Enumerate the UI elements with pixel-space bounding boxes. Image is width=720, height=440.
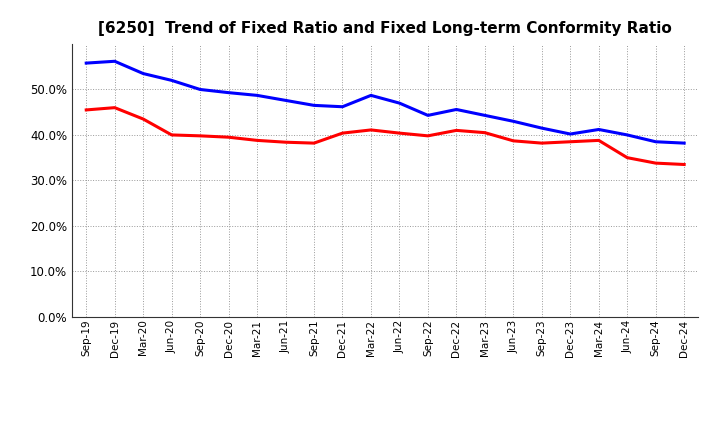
Fixed Ratio	[652, 139, 660, 144]
Line: Fixed Ratio: Fixed Ratio	[86, 61, 684, 143]
Fixed Ratio	[623, 132, 631, 138]
Fixed Ratio	[139, 71, 148, 76]
Fixed Long-term Conformity Ratio	[566, 139, 575, 144]
Fixed Long-term Conformity Ratio	[452, 128, 461, 133]
Fixed Long-term Conformity Ratio	[366, 127, 375, 132]
Legend: Fixed Ratio, Fixed Long-term Conformity Ratio: Fixed Ratio, Fixed Long-term Conformity …	[190, 438, 580, 440]
Title: [6250]  Trend of Fixed Ratio and Fixed Long-term Conformity Ratio: [6250] Trend of Fixed Ratio and Fixed Lo…	[99, 21, 672, 36]
Fixed Long-term Conformity Ratio	[338, 131, 347, 136]
Fixed Long-term Conformity Ratio	[253, 138, 261, 143]
Fixed Ratio	[509, 119, 518, 124]
Fixed Long-term Conformity Ratio	[480, 130, 489, 136]
Fixed Long-term Conformity Ratio	[196, 133, 204, 139]
Fixed Ratio	[167, 78, 176, 83]
Fixed Long-term Conformity Ratio	[652, 161, 660, 166]
Fixed Long-term Conformity Ratio	[623, 155, 631, 160]
Fixed Ratio	[225, 90, 233, 95]
Fixed Long-term Conformity Ratio	[509, 138, 518, 143]
Fixed Long-term Conformity Ratio	[167, 132, 176, 138]
Fixed Ratio	[452, 107, 461, 112]
Fixed Ratio	[680, 140, 688, 146]
Fixed Ratio	[537, 125, 546, 131]
Fixed Long-term Conformity Ratio	[139, 116, 148, 121]
Fixed Long-term Conformity Ratio	[110, 105, 119, 110]
Line: Fixed Long-term Conformity Ratio: Fixed Long-term Conformity Ratio	[86, 108, 684, 165]
Fixed Ratio	[82, 60, 91, 66]
Fixed Long-term Conformity Ratio	[82, 107, 91, 113]
Fixed Long-term Conformity Ratio	[423, 133, 432, 139]
Fixed Ratio	[338, 104, 347, 110]
Fixed Long-term Conformity Ratio	[395, 131, 404, 136]
Fixed Ratio	[196, 87, 204, 92]
Fixed Ratio	[480, 113, 489, 118]
Fixed Long-term Conformity Ratio	[310, 140, 318, 146]
Fixed Ratio	[310, 103, 318, 108]
Fixed Ratio	[110, 59, 119, 64]
Fixed Ratio	[395, 100, 404, 106]
Fixed Ratio	[423, 113, 432, 118]
Fixed Long-term Conformity Ratio	[282, 139, 290, 145]
Fixed Long-term Conformity Ratio	[537, 140, 546, 146]
Fixed Long-term Conformity Ratio	[225, 135, 233, 140]
Fixed Ratio	[595, 127, 603, 132]
Fixed Ratio	[566, 132, 575, 137]
Fixed Ratio	[282, 98, 290, 103]
Fixed Ratio	[253, 93, 261, 98]
Fixed Long-term Conformity Ratio	[595, 138, 603, 143]
Fixed Long-term Conformity Ratio	[680, 162, 688, 167]
Fixed Ratio	[366, 93, 375, 98]
